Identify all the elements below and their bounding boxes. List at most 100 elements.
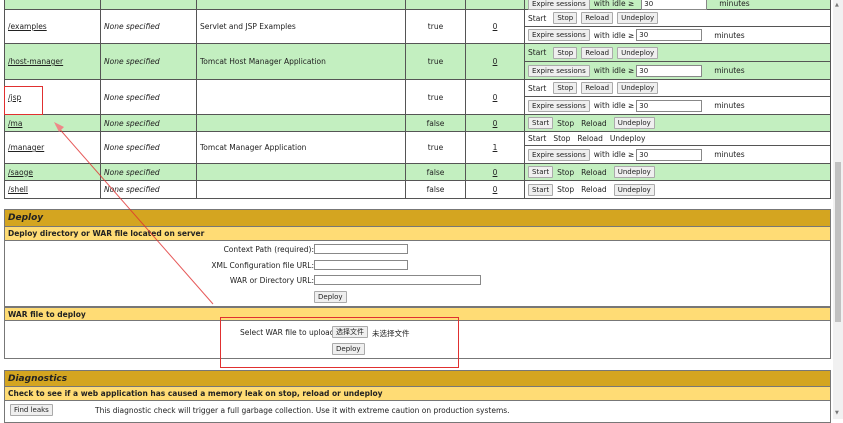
version-text: None specified (104, 185, 160, 194)
xml-config-input[interactable] (314, 260, 408, 270)
war-upload-body: Select WAR file to upload 选择文件 未选择文件 Dep… (4, 321, 831, 359)
display-name-text: Tomcat Manager Application (200, 143, 307, 152)
expire-sessions-button[interactable]: Expire sessions (528, 0, 590, 10)
running-cell: true (406, 132, 466, 163)
reload-button[interactable]: Reload (581, 12, 614, 24)
diagnostics-subheader: Check to see if a web application has ca… (4, 387, 831, 401)
start-text: Start (528, 13, 547, 23)
app-path-link[interactable]: /shell (8, 185, 28, 194)
path-cell: /examples (5, 10, 101, 43)
app-path-link[interactable]: /saoge (8, 167, 33, 177)
sessions-link[interactable]: 0 (492, 92, 498, 102)
running-cell: false (406, 115, 466, 131)
path-cell: /host-manager (5, 44, 101, 79)
scrollbar-thumb[interactable] (835, 162, 841, 322)
minutes-label: minutes (714, 66, 745, 75)
app-path-link[interactable]: /ma (8, 118, 23, 128)
reload-text: Reload (577, 134, 603, 143)
stop-button[interactable]: Stop (553, 82, 578, 94)
diagnostics-description: This diagnostic check will trigger a ful… (95, 406, 510, 415)
deploy-server-body: Context Path (required): XML Configurati… (4, 241, 831, 307)
version-cell: None specified (101, 44, 197, 79)
expire-sessions-button[interactable]: Expire sessions (528, 148, 590, 161)
table-row: /manager None specified Tomcat Manager App… (4, 132, 831, 164)
sessions-link[interactable]: 0 (492, 118, 498, 128)
with-idle-label: with idle ≥ (593, 150, 635, 159)
sessions-link[interactable]: 0 (492, 57, 498, 66)
minutes-label: minutes (719, 0, 750, 8)
sessions-link[interactable]: 1 (492, 143, 498, 152)
commands-line: Start Stop Reload Undeploy (525, 44, 830, 62)
deploy-header: Deploy (4, 209, 831, 227)
running-text: true (427, 22, 444, 31)
undeploy-button[interactable]: Undeploy (613, 166, 655, 178)
undeploy-button[interactable]: Undeploy (613, 183, 655, 196)
scroll-up-arrow[interactable]: ▲ (835, 2, 839, 8)
version-cell: None specified (101, 115, 197, 131)
with-idle-label: with idle ≥ (593, 66, 635, 75)
path-cell: /ma (5, 115, 101, 131)
path-cell: /shell (5, 181, 101, 198)
expire-line: Expire sessions with idle ≥30 minutes (525, 97, 830, 114)
expire-sessions-button[interactable]: Expire sessions (528, 64, 590, 77)
minutes-label: minutes (714, 101, 745, 110)
version-cell: None specified (101, 80, 197, 114)
app-path-link[interactable]: /manager (8, 143, 45, 152)
app-path-link[interactable]: /host-manager (8, 57, 64, 66)
running-cell: false (406, 181, 466, 198)
stop-button[interactable]: Stop (553, 46, 578, 59)
deploy-server-subheader: Deploy directory or WAR file located on … (4, 227, 831, 241)
display-name-cell (197, 80, 406, 114)
version-cell: None specified (101, 164, 197, 180)
sessions-link[interactable]: 0 (492, 167, 498, 177)
table-row: /saoge None specified false 0 Start Stop Reloa… (4, 164, 831, 181)
display-name-cell: Tomcat Manager Application (197, 132, 406, 163)
expire-sessions-button[interactable]: Expire sessions (528, 29, 590, 41)
display-name-cell (197, 164, 406, 180)
start-button[interactable]: Start (528, 183, 554, 196)
version-text: None specified (104, 118, 160, 128)
sessions-cell: 0 (466, 80, 525, 114)
upload-deploy-button[interactable]: Deploy (332, 343, 365, 355)
undeploy-button[interactable]: Undeploy (617, 12, 659, 24)
app-path-link[interactable]: /examples (8, 22, 47, 31)
find-leaks-button[interactable]: Find leaks (10, 404, 53, 416)
idle-input[interactable]: 30 (636, 64, 703, 77)
idle-input[interactable]: 30 (636, 99, 703, 112)
choose-file-button[interactable]: 选择文件 (332, 326, 368, 338)
undeploy-button[interactable]: Undeploy (617, 82, 659, 94)
sessions-link[interactable]: 0 (492, 22, 498, 31)
idle-input[interactable]: 30 (641, 0, 708, 10)
start-button[interactable]: Start (528, 166, 554, 178)
reload-button[interactable]: Reload (581, 46, 614, 59)
path-cell: /jsp (5, 80, 101, 114)
idle-input[interactable]: 30 (636, 148, 703, 161)
commands-line: Start Stop Reload Undeploy (525, 10, 830, 27)
undeploy-button[interactable]: Undeploy (617, 46, 659, 59)
commands-cell: Start Stop Reload Undeploy (525, 181, 830, 198)
display-name-cell (197, 115, 406, 131)
select-war-label: Select WAR file to upload (240, 328, 335, 337)
context-path-input[interactable] (314, 244, 408, 254)
reload-button[interactable]: Reload (581, 82, 614, 94)
start-button[interactable]: Start (528, 117, 554, 129)
scrollbar[interactable]: ▲ ▼ (833, 0, 843, 419)
commands-cell: Start Stop Reload Undeploy Expire sessions wi… (525, 132, 830, 163)
scroll-down-arrow[interactable]: ▼ (835, 410, 839, 416)
expire-line: Expire sessions with idle ≥30 minutes (525, 62, 830, 79)
deploy-button[interactable]: Deploy (314, 291, 347, 303)
sessions-cell: 0 (466, 44, 525, 79)
idle-input[interactable]: 30 (636, 29, 703, 41)
expire-sessions-button[interactable]: Expire sessions (528, 99, 590, 112)
with-idle-label: with idle ≥ (593, 101, 635, 110)
undeploy-button[interactable]: Undeploy (613, 117, 655, 129)
app-path-link[interactable]: /jsp (8, 92, 22, 102)
with-idle-label: with idle ≥ (593, 30, 635, 40)
war-dir-input[interactable] (314, 275, 481, 285)
sessions-cell: 0 (466, 115, 525, 131)
sessions-cell: 0 (466, 181, 525, 198)
sessions-link[interactable]: 0 (492, 185, 498, 194)
start-text: Start (528, 134, 547, 143)
display-name-cell (197, 181, 406, 198)
stop-button[interactable]: Stop (553, 12, 578, 24)
